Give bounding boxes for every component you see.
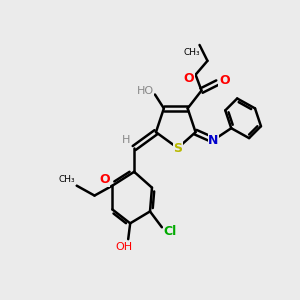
- Text: HO: HO: [136, 85, 154, 96]
- Text: N: N: [208, 134, 219, 147]
- Text: OH: OH: [116, 242, 133, 252]
- Text: Cl: Cl: [163, 225, 176, 238]
- Text: O: O: [183, 72, 194, 85]
- Text: CH₃: CH₃: [183, 48, 200, 57]
- Text: H: H: [122, 135, 130, 145]
- Text: S: S: [173, 142, 182, 154]
- Text: CH₃: CH₃: [58, 175, 75, 184]
- Text: O: O: [99, 173, 110, 186]
- Text: O: O: [219, 74, 230, 87]
